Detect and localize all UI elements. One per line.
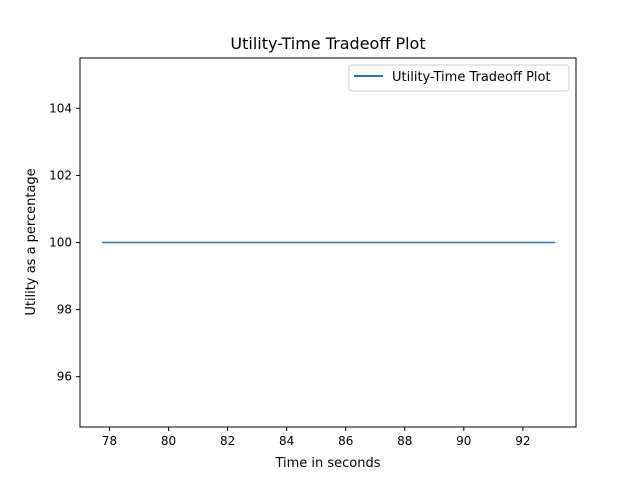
y-tick-label: 96: [57, 370, 72, 384]
y-axis-label: Utility as a percentage: [24, 168, 39, 315]
x-tick-label: 82: [220, 434, 235, 448]
x-axis-label: Time in seconds: [274, 456, 380, 471]
y-tick-label: 104: [49, 101, 72, 115]
y-tick-label: 102: [49, 168, 72, 182]
legend-box: [348, 64, 570, 92]
legend: Utility-Time Tradeoff Plot: [348, 64, 570, 92]
y-axis-ticks: 96 98 100 102 104: [49, 101, 80, 384]
legend-label: Utility-Time Tradeoff Plot: [392, 70, 551, 85]
x-tick-label: 84: [279, 434, 294, 448]
x-axis-ticks: 78 80 82 84 86 88 90 92: [102, 427, 530, 448]
plot-area: [79, 57, 577, 428]
x-tick-label: 86: [338, 434, 353, 448]
x-tick-label: 92: [515, 434, 530, 448]
x-tick-label: 88: [397, 434, 412, 448]
x-tick-label: 90: [456, 434, 471, 448]
y-tick-label: 100: [49, 236, 72, 250]
x-tick-label: 80: [161, 434, 176, 448]
chart-title: Utility-Time Tradeoff Plot: [230, 34, 425, 53]
y-tick-label: 98: [57, 303, 72, 317]
x-tick-label: 78: [102, 434, 117, 448]
